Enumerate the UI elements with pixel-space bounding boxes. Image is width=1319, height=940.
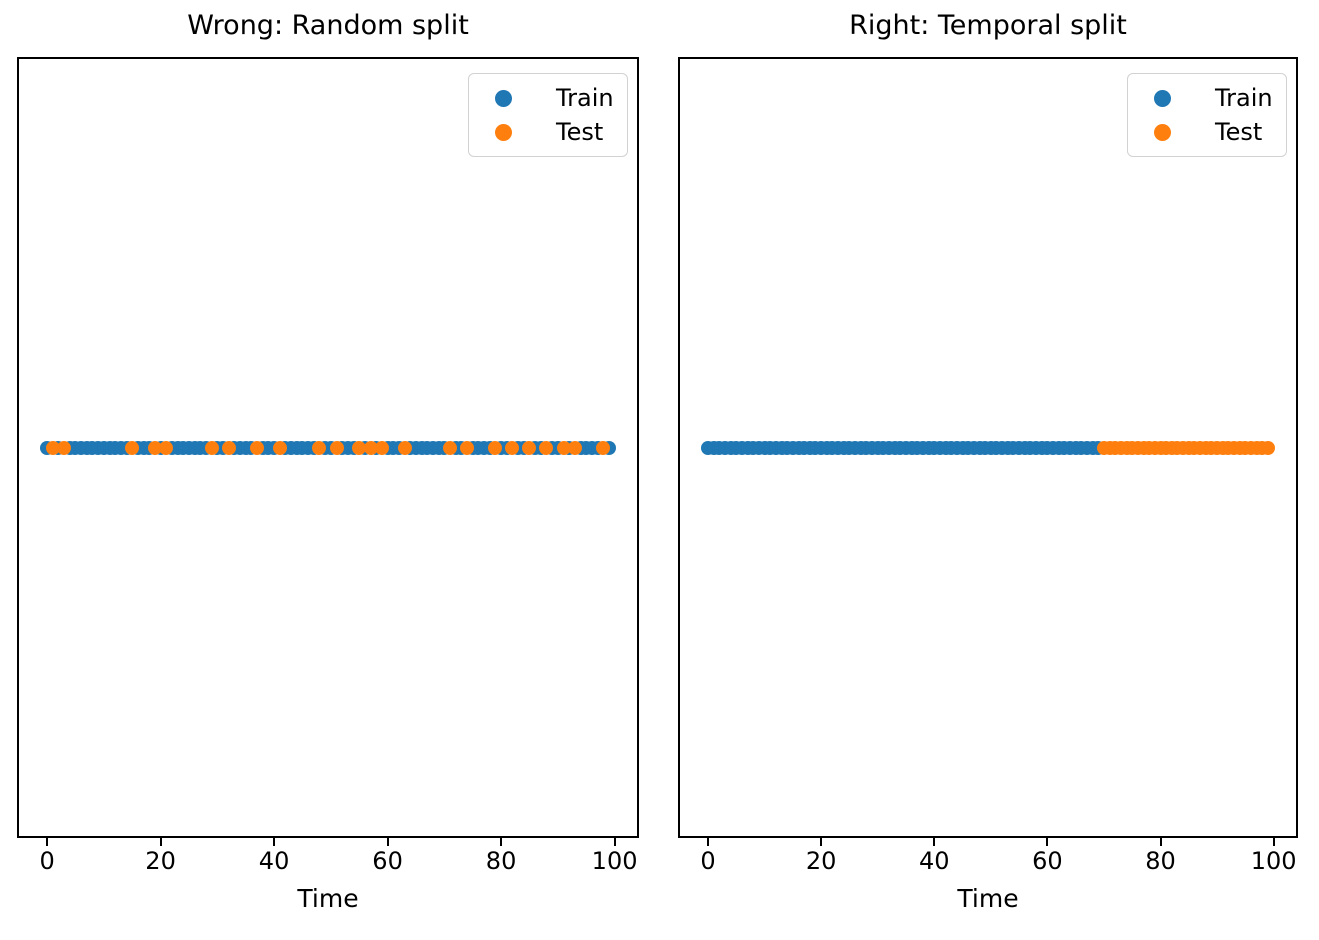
x-tick-label: 100 xyxy=(591,847,638,875)
x-tick xyxy=(386,838,389,846)
x-tick-label: 60 xyxy=(1032,847,1063,875)
x-tick xyxy=(273,838,276,846)
x-tick xyxy=(1272,838,1275,846)
scatter-point-test xyxy=(596,440,611,455)
x-tick-label: 0 xyxy=(39,847,55,875)
scatter-point-test xyxy=(488,440,503,455)
x-axis-ticks xyxy=(19,838,637,846)
x-tick-label: 20 xyxy=(145,847,176,875)
legend-label-test: Test xyxy=(1215,118,1263,146)
x-tick-label: 40 xyxy=(258,847,290,875)
x-tick xyxy=(820,838,823,846)
x-tick-label: 80 xyxy=(485,847,517,875)
plot-area: Train Test xyxy=(678,57,1298,838)
x-tick xyxy=(46,838,49,846)
scatter-point-test xyxy=(329,440,344,455)
scatter-point-test xyxy=(147,440,162,455)
chart-title: Right: Temporal split xyxy=(849,10,1127,41)
test-marker-icon xyxy=(1154,123,1171,141)
plot-area: Train Test xyxy=(17,57,639,838)
train-marker-icon xyxy=(1154,89,1171,107)
x-axis-tick-labels: 0 20 40 60 80 100 xyxy=(680,846,1296,876)
legend-entry-train: Train xyxy=(1128,81,1286,115)
subplot-random-split: Wrong: Random split Train Test 0 20 40 60 80… xyxy=(17,0,639,940)
legend-label-train: Train xyxy=(556,84,614,112)
scatter-point-test xyxy=(1261,440,1275,455)
x-axis-ticks xyxy=(680,838,1296,846)
x-tick-label: 0 xyxy=(700,847,716,875)
legend-entry-test: Test xyxy=(1128,115,1286,149)
scatter-point-test xyxy=(272,440,287,455)
scatter-point-test xyxy=(312,440,327,455)
scatter-point-test xyxy=(363,440,378,455)
scatter-point-test xyxy=(460,440,475,455)
x-tick xyxy=(933,838,936,846)
scatter-point-test xyxy=(374,440,389,455)
scatter-point-test xyxy=(159,440,174,455)
chart-title: Wrong: Random split xyxy=(187,10,469,41)
x-tick xyxy=(707,838,709,846)
scatter-point-test xyxy=(221,440,236,455)
scatter-point-test xyxy=(567,440,582,455)
x-axis-label: Time xyxy=(957,884,1019,913)
scatter-point-test xyxy=(539,440,554,455)
x-tick-label: 100 xyxy=(1250,847,1297,875)
scatter-point-test xyxy=(250,440,265,455)
legend-entry-test: Test xyxy=(469,115,627,149)
legend-entry-train: Train xyxy=(469,81,627,115)
subplot-temporal-split: Right: Temporal split Train Test 0 20 40 60… xyxy=(678,0,1298,940)
x-tick xyxy=(159,838,162,846)
scatter-point-test xyxy=(505,440,520,455)
legend: Train Test xyxy=(1127,73,1287,157)
scatter-point-test xyxy=(397,440,412,455)
scatter-point-test xyxy=(556,440,571,455)
legend-label-test: Test xyxy=(556,118,604,146)
scatter-point-test xyxy=(57,440,72,455)
x-tick xyxy=(1159,838,1162,846)
scatter-point-test xyxy=(352,440,367,455)
x-axis-tick-labels: 0 20 40 60 80 100 xyxy=(19,846,637,876)
plot-points xyxy=(19,59,637,836)
train-marker-icon xyxy=(495,89,512,107)
test-marker-icon xyxy=(495,123,512,141)
x-tick-label: 40 xyxy=(918,847,950,875)
scatter-point-test xyxy=(125,440,140,455)
scatter-point-test xyxy=(204,440,219,455)
scatter-point-test xyxy=(45,440,60,455)
plot-points xyxy=(680,59,1296,836)
x-axis-label: Time xyxy=(297,884,359,913)
x-tick-label: 20 xyxy=(805,847,837,875)
x-tick xyxy=(613,838,616,846)
x-tick xyxy=(1046,838,1049,846)
scatter-point-test xyxy=(443,440,457,455)
legend-label-train: Train xyxy=(1215,84,1273,112)
x-tick xyxy=(500,838,503,846)
legend: Train Test xyxy=(468,73,628,157)
scatter-point-test xyxy=(522,440,537,455)
x-tick-label: 60 xyxy=(372,847,403,875)
x-tick-label: 80 xyxy=(1145,847,1176,875)
